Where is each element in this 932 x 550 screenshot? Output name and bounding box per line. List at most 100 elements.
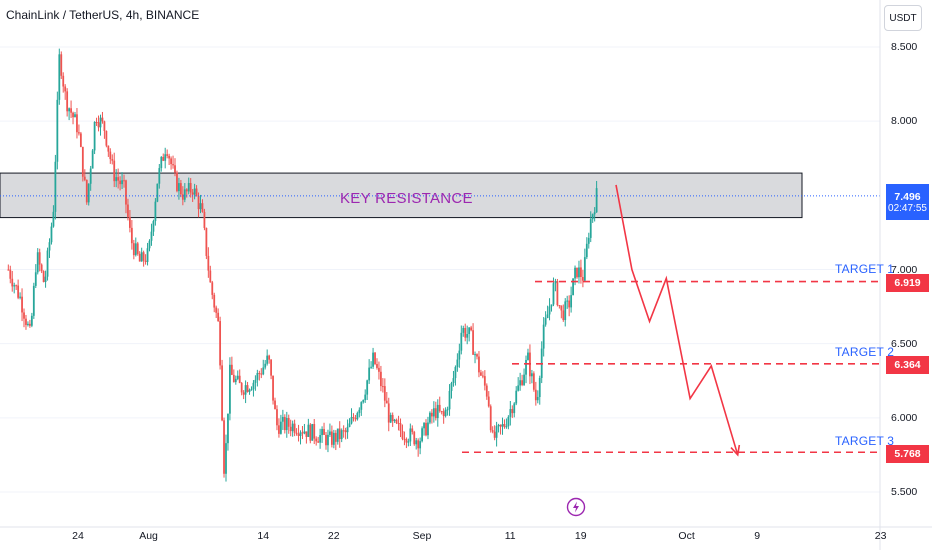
candle-body: [493, 431, 496, 438]
candle-body: [7, 269, 10, 271]
candle-body: [40, 264, 43, 272]
candle-body: [348, 423, 351, 427]
candle-body: [129, 216, 131, 228]
candle-body: [585, 243, 588, 258]
candle-body: [225, 443, 227, 474]
candle-body: [201, 203, 204, 212]
candle-body: [215, 307, 218, 313]
candle-body: [393, 419, 396, 422]
candle-body: [593, 212, 596, 215]
candle-body: [354, 418, 357, 420]
candle-body: [432, 408, 435, 417]
candle-body: [42, 271, 45, 282]
candle-body: [589, 219, 592, 238]
candle-body: [317, 441, 320, 443]
candle-body: [450, 383, 453, 391]
candle-body: [25, 318, 27, 325]
candle-body: [578, 267, 580, 278]
candle-body: [397, 422, 400, 424]
candle-body: [568, 300, 571, 308]
candle-body: [56, 99, 59, 162]
candle-body: [319, 435, 322, 443]
candle-body: [329, 431, 331, 435]
lightning-icon[interactable]: [566, 497, 586, 517]
price-tick-label: 8.000: [891, 115, 918, 128]
candle-body: [229, 364, 231, 414]
candle-body: [436, 404, 439, 419]
time-tick-label: 22: [327, 530, 340, 542]
candle-body: [411, 428, 414, 432]
candle-body: [487, 396, 490, 407]
candle-body: [383, 386, 386, 401]
target-2-price-tag: 6.364: [886, 356, 929, 374]
candle-body: [76, 114, 78, 133]
candle-body: [260, 373, 263, 375]
candle-body: [199, 203, 202, 210]
candle-body: [505, 426, 508, 428]
currency-button[interactable]: USDT: [884, 5, 922, 31]
candle-body: [550, 304, 553, 307]
candle-body: [542, 324, 545, 349]
candle-body: [117, 177, 120, 181]
candle-body: [250, 389, 253, 391]
candle-body: [203, 211, 206, 228]
time-tick-label: Aug: [139, 530, 158, 542]
candle-body: [142, 252, 145, 261]
candle-body: [472, 330, 474, 355]
candle-body: [156, 183, 159, 202]
candle-body: [581, 277, 584, 281]
candle-body: [107, 145, 110, 152]
target-1-label: TARGET 1: [835, 262, 895, 276]
price-tick-label: 6.000: [891, 411, 918, 424]
candle-body: [256, 373, 259, 380]
candle-body: [499, 424, 502, 427]
candle-body: [430, 412, 433, 417]
candle-body: [556, 280, 559, 306]
candle-body: [162, 156, 165, 161]
candle-body: [36, 252, 39, 273]
candle-body: [423, 422, 425, 429]
candle-body: [60, 54, 63, 76]
candle-body: [150, 231, 153, 241]
candle-body: [344, 430, 347, 433]
candle-body: [587, 237, 590, 244]
candle-body: [103, 121, 106, 132]
candle-body: [66, 91, 69, 112]
time-tick-label: 14: [257, 530, 270, 542]
candle-body: [81, 146, 84, 177]
candle-body: [111, 159, 114, 161]
candle-body: [395, 419, 398, 423]
candle-body: [413, 431, 416, 445]
candle-body: [127, 204, 129, 217]
candle-body: [438, 404, 441, 412]
candle-body: [464, 327, 467, 338]
candle-body: [503, 424, 506, 427]
candles: [7, 48, 598, 482]
candle-body: [368, 367, 371, 381]
candle-body: [258, 373, 261, 375]
candle-body: [429, 412, 431, 423]
candle-body: [460, 332, 463, 351]
candle-body: [576, 267, 578, 278]
candle-body: [485, 385, 488, 397]
candle-body: [62, 75, 65, 87]
candle-body: [281, 416, 284, 422]
candle-body: [562, 310, 565, 321]
candle-body: [89, 168, 92, 184]
candle-body: [27, 323, 29, 325]
candle-body: [330, 431, 333, 445]
candle-body: [148, 240, 151, 249]
candle-body: [221, 365, 223, 421]
candle-body: [140, 252, 143, 262]
target-lines: [0, 195, 880, 454]
candle-body: [236, 375, 239, 379]
time-tick-label: Sep: [412, 530, 432, 542]
candle-body: [489, 406, 492, 431]
candle-body: [366, 380, 369, 395]
candle-body: [274, 400, 276, 410]
candle-body: [48, 242, 51, 251]
candle-body: [52, 211, 55, 227]
candle-body: [254, 379, 257, 383]
candle-body: [419, 441, 422, 449]
